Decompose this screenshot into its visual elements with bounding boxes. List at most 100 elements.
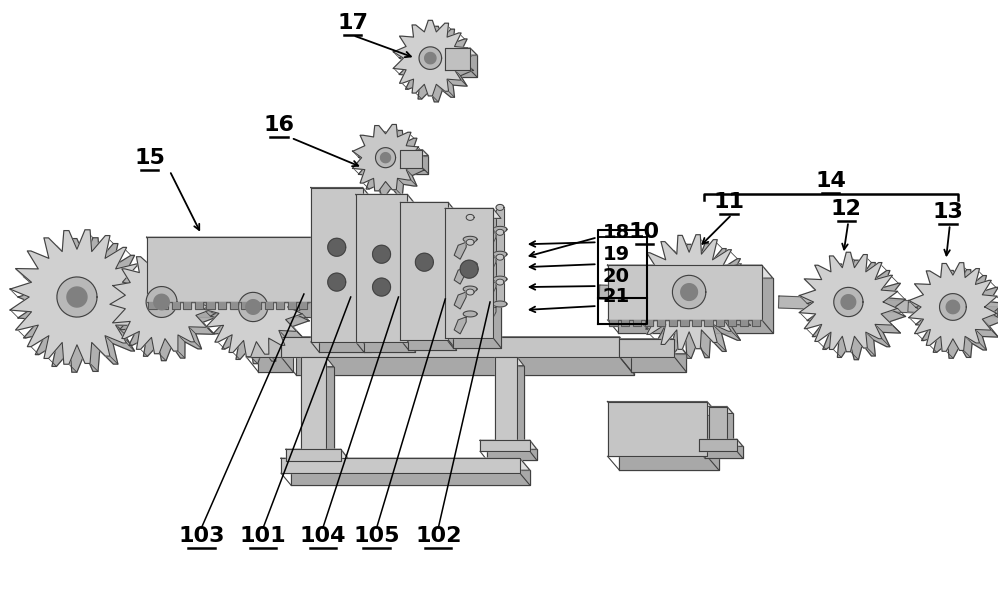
- Polygon shape: [608, 320, 619, 326]
- Text: 101: 101: [240, 526, 286, 546]
- Polygon shape: [246, 339, 293, 354]
- Text: 14: 14: [815, 170, 846, 190]
- Polygon shape: [311, 188, 371, 197]
- Polygon shape: [445, 48, 477, 55]
- Polygon shape: [339, 199, 393, 255]
- Polygon shape: [460, 260, 478, 278]
- Polygon shape: [373, 245, 391, 263]
- Text: 103: 103: [178, 526, 225, 546]
- Polygon shape: [311, 188, 363, 342]
- Polygon shape: [298, 302, 309, 309]
- Polygon shape: [400, 150, 428, 156]
- Polygon shape: [445, 48, 470, 70]
- Polygon shape: [466, 217, 474, 239]
- Polygon shape: [228, 302, 240, 309]
- Polygon shape: [400, 150, 422, 167]
- Polygon shape: [110, 250, 213, 354]
- Polygon shape: [466, 289, 474, 295]
- Polygon shape: [251, 302, 263, 309]
- Polygon shape: [618, 278, 773, 333]
- Polygon shape: [415, 253, 433, 271]
- Polygon shape: [463, 261, 477, 267]
- Polygon shape: [466, 267, 474, 289]
- Text: 13: 13: [932, 202, 963, 222]
- Polygon shape: [406, 156, 428, 173]
- Polygon shape: [480, 440, 537, 449]
- Polygon shape: [454, 317, 466, 334]
- Polygon shape: [400, 202, 456, 213]
- Polygon shape: [807, 260, 906, 359]
- Polygon shape: [393, 20, 468, 96]
- Polygon shape: [379, 222, 396, 235]
- Polygon shape: [67, 287, 87, 307]
- Polygon shape: [632, 235, 746, 349]
- Polygon shape: [496, 232, 504, 254]
- Polygon shape: [379, 222, 401, 226]
- Polygon shape: [258, 354, 293, 371]
- Polygon shape: [834, 287, 863, 317]
- Polygon shape: [18, 238, 152, 372]
- Polygon shape: [425, 52, 436, 64]
- Polygon shape: [493, 301, 507, 307]
- Polygon shape: [709, 406, 727, 446]
- Polygon shape: [496, 282, 504, 304]
- Polygon shape: [373, 278, 391, 296]
- Polygon shape: [154, 294, 169, 309]
- Polygon shape: [37, 291, 296, 313]
- Polygon shape: [286, 449, 349, 459]
- Polygon shape: [301, 357, 326, 456]
- Polygon shape: [619, 320, 631, 326]
- Polygon shape: [726, 320, 738, 326]
- Polygon shape: [147, 237, 333, 252]
- Polygon shape: [319, 197, 371, 352]
- Polygon shape: [619, 339, 674, 357]
- Polygon shape: [452, 55, 477, 77]
- Polygon shape: [502, 365, 524, 455]
- Polygon shape: [419, 47, 442, 69]
- Text: 104: 104: [300, 526, 346, 546]
- Text: 15: 15: [134, 147, 165, 167]
- Polygon shape: [750, 320, 762, 326]
- Polygon shape: [643, 320, 655, 326]
- Polygon shape: [608, 402, 707, 456]
- Polygon shape: [714, 320, 726, 326]
- Polygon shape: [147, 237, 321, 302]
- Polygon shape: [291, 470, 530, 485]
- Polygon shape: [381, 153, 391, 163]
- Polygon shape: [599, 285, 769, 304]
- Polygon shape: [281, 458, 530, 470]
- Polygon shape: [738, 320, 750, 326]
- Polygon shape: [356, 194, 415, 205]
- Polygon shape: [454, 292, 466, 309]
- Text: 19: 19: [603, 245, 630, 264]
- Text: 11: 11: [713, 193, 744, 213]
- Polygon shape: [493, 276, 507, 282]
- Polygon shape: [493, 251, 507, 257]
- Polygon shape: [453, 219, 501, 348]
- Polygon shape: [274, 302, 286, 309]
- Polygon shape: [281, 337, 619, 357]
- Polygon shape: [699, 439, 743, 446]
- Text: 20: 20: [603, 267, 630, 286]
- Polygon shape: [466, 214, 474, 220]
- Text: 12: 12: [831, 199, 862, 219]
- Polygon shape: [158, 302, 170, 309]
- Polygon shape: [484, 257, 496, 274]
- Polygon shape: [496, 229, 504, 235]
- Polygon shape: [246, 300, 260, 314]
- Polygon shape: [328, 238, 346, 256]
- Polygon shape: [454, 242, 466, 259]
- Polygon shape: [778, 296, 918, 313]
- Polygon shape: [361, 223, 370, 232]
- Polygon shape: [940, 294, 966, 320]
- Polygon shape: [466, 239, 474, 245]
- Polygon shape: [631, 320, 643, 326]
- Polygon shape: [946, 300, 960, 314]
- Polygon shape: [239, 293, 268, 321]
- Polygon shape: [841, 295, 856, 309]
- Polygon shape: [667, 320, 679, 326]
- Text: 102: 102: [415, 526, 462, 546]
- Polygon shape: [193, 302, 205, 309]
- Polygon shape: [445, 208, 493, 338]
- Polygon shape: [170, 302, 181, 309]
